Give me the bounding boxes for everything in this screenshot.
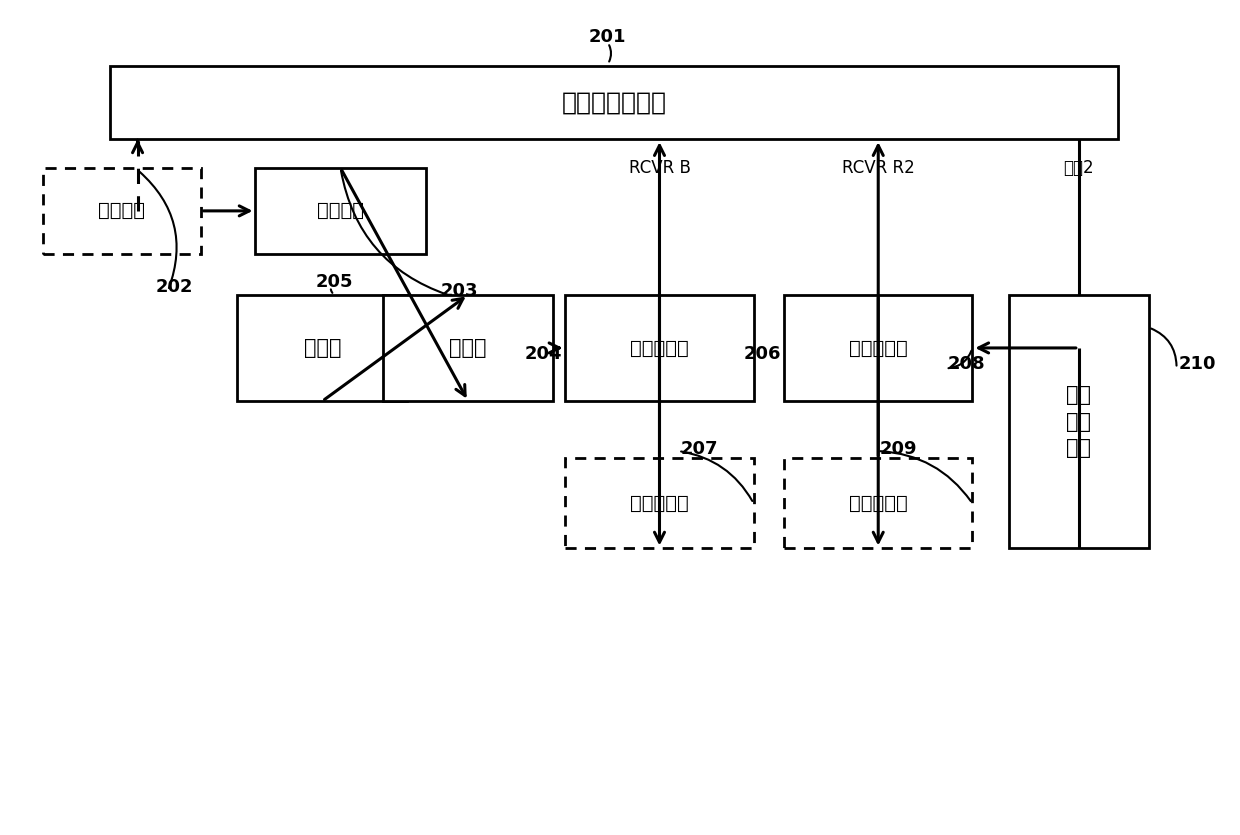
FancyBboxPatch shape	[784, 295, 972, 401]
Text: 信号源: 信号源	[304, 338, 341, 358]
FancyBboxPatch shape	[42, 168, 201, 254]
Text: 203: 203	[441, 281, 479, 300]
Text: 205: 205	[316, 274, 353, 291]
Text: 第二衰减器: 第二衰减器	[849, 494, 908, 513]
Text: 209: 209	[880, 439, 918, 458]
Text: RCVR B: RCVR B	[629, 159, 691, 177]
FancyBboxPatch shape	[1009, 295, 1148, 549]
FancyBboxPatch shape	[565, 458, 754, 549]
Text: 202: 202	[155, 277, 192, 296]
Text: 第一耦合器: 第一耦合器	[630, 338, 689, 357]
FancyBboxPatch shape	[784, 458, 972, 549]
FancyBboxPatch shape	[383, 295, 553, 401]
Text: 端口2: 端口2	[1064, 159, 1094, 177]
Text: 207: 207	[681, 439, 718, 458]
Text: 脉冲电源: 脉冲电源	[98, 201, 145, 220]
FancyBboxPatch shape	[255, 168, 425, 254]
FancyBboxPatch shape	[565, 295, 754, 401]
Text: 201: 201	[589, 28, 626, 46]
Text: 210: 210	[1179, 356, 1216, 373]
FancyBboxPatch shape	[109, 66, 1118, 139]
FancyBboxPatch shape	[237, 295, 407, 401]
Text: 第一衰减器: 第一衰减器	[630, 494, 689, 513]
Text: 第二耦合器: 第二耦合器	[849, 338, 908, 357]
Text: 206: 206	[744, 345, 781, 362]
Text: 大功
率隔
离器: 大功 率隔 离器	[1066, 385, 1091, 458]
Text: 矢量网络分析仪: 矢量网络分析仪	[562, 90, 666, 114]
Text: RCVR R2: RCVR R2	[842, 159, 915, 177]
Text: 208: 208	[949, 356, 986, 373]
Text: 被测件: 被测件	[449, 338, 487, 358]
Text: 供电电源: 供电电源	[317, 201, 365, 220]
Text: 204: 204	[525, 345, 562, 362]
